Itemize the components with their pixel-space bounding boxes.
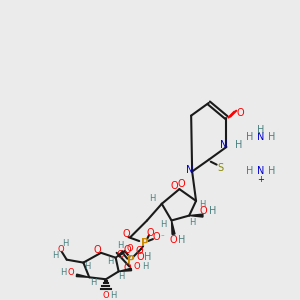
Text: H: H: [178, 235, 185, 245]
Text: O: O: [171, 181, 178, 191]
Text: H: H: [62, 239, 69, 248]
Text: H: H: [199, 200, 205, 209]
Text: O: O: [93, 245, 101, 255]
Text: H: H: [246, 167, 254, 176]
Text: H: H: [84, 262, 91, 271]
Text: P: P: [127, 255, 134, 265]
Text: H: H: [268, 167, 275, 176]
Text: O: O: [199, 206, 207, 216]
Text: +: +: [257, 175, 264, 184]
Text: O: O: [178, 179, 185, 189]
Text: H: H: [61, 268, 67, 277]
Text: ⁻: ⁻: [161, 234, 165, 240]
Text: O: O: [124, 245, 131, 255]
Text: P: P: [141, 238, 149, 248]
Text: O: O: [124, 263, 131, 274]
Text: H: H: [111, 291, 117, 300]
Text: O: O: [152, 232, 160, 242]
Text: H: H: [118, 272, 125, 281]
Text: H: H: [209, 206, 216, 216]
Text: O: O: [236, 108, 244, 118]
Text: O: O: [134, 262, 141, 271]
Text: N: N: [257, 132, 264, 142]
Text: H: H: [142, 262, 148, 271]
Text: H: H: [144, 252, 152, 262]
Text: O: O: [126, 244, 133, 253]
Text: O: O: [135, 246, 143, 256]
Text: H: H: [117, 242, 124, 250]
Text: H: H: [52, 251, 58, 260]
Text: O: O: [103, 291, 109, 300]
Text: H: H: [160, 220, 167, 229]
Text: H: H: [108, 257, 114, 266]
Text: O: O: [67, 268, 74, 277]
Text: H: H: [235, 140, 242, 150]
Text: O: O: [123, 229, 130, 239]
Polygon shape: [116, 251, 124, 258]
Text: O: O: [136, 252, 144, 262]
Text: O: O: [58, 245, 64, 254]
Text: O: O: [146, 228, 154, 238]
Text: O: O: [170, 235, 177, 245]
Text: H: H: [90, 278, 96, 287]
Text: H: H: [257, 125, 264, 135]
Text: H: H: [189, 218, 195, 227]
Text: H: H: [246, 132, 254, 142]
Polygon shape: [189, 214, 203, 217]
Polygon shape: [76, 274, 89, 277]
Text: H: H: [149, 194, 155, 203]
Text: O: O: [117, 250, 124, 260]
Text: S: S: [218, 163, 224, 172]
Text: N: N: [220, 140, 227, 150]
Polygon shape: [172, 220, 175, 234]
Text: N: N: [257, 167, 264, 176]
Text: N: N: [185, 164, 193, 175]
Polygon shape: [118, 268, 132, 272]
Text: H: H: [268, 132, 275, 142]
